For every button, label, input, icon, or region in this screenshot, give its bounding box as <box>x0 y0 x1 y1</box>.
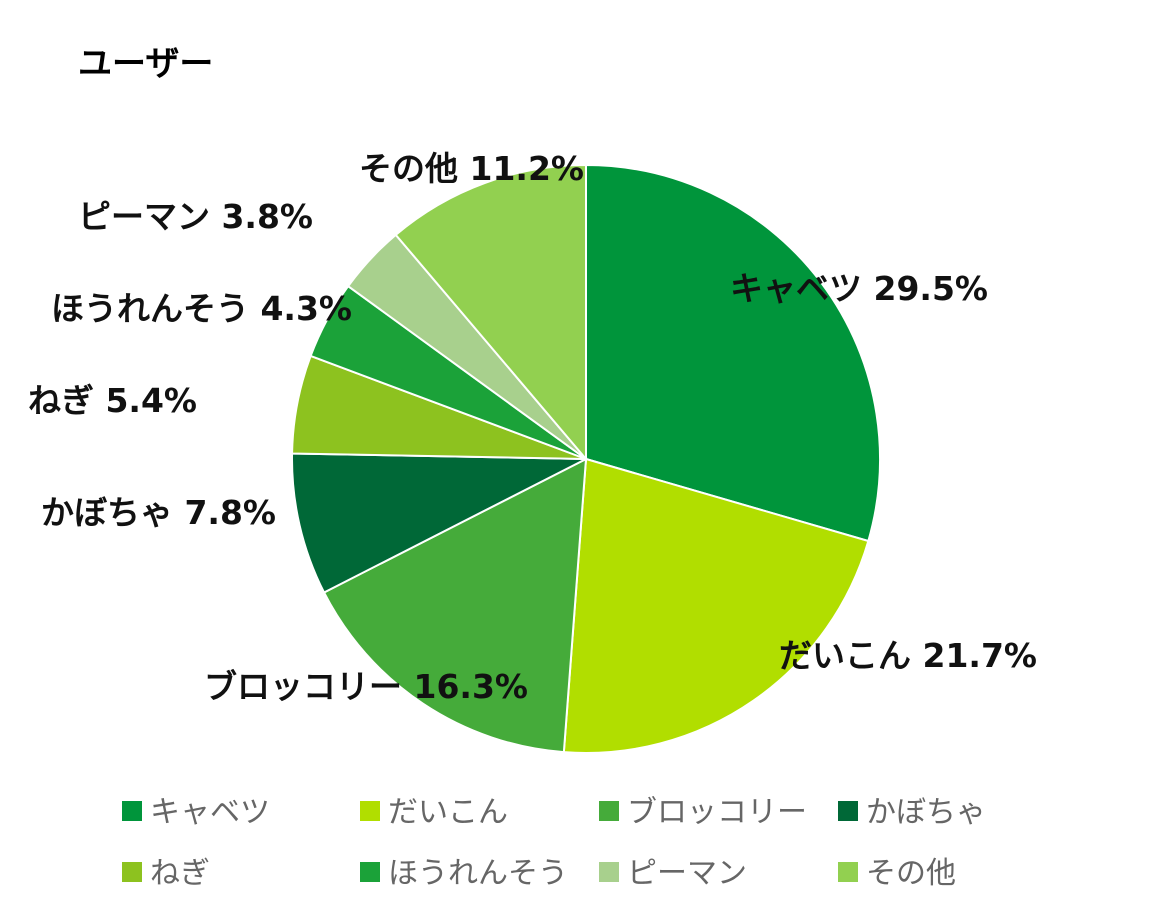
legend-swatch <box>360 862 380 882</box>
slice-data-label: だいこん 21.7% <box>779 636 1037 675</box>
slice-data-label: かぼちゃ 7.8% <box>41 493 276 532</box>
legend-swatch <box>122 862 142 882</box>
legend-label: ブロッコリー <box>627 795 807 830</box>
legend-swatch <box>122 801 142 821</box>
legend-label: キャベツ <box>150 795 270 830</box>
legend-item: だいこん <box>360 795 508 830</box>
legend-item: ピーマン <box>599 856 747 891</box>
legend-item: その他 <box>838 856 956 891</box>
legend-label: かぼちゃ <box>866 795 986 830</box>
pie-slice <box>322 457 588 754</box>
pie-slice <box>562 457 870 754</box>
legend-item: かぼちゃ <box>838 795 986 830</box>
legend-label: ピーマン <box>627 856 747 891</box>
legend-item: ほうれんそう <box>360 856 568 891</box>
pie-slice <box>585 163 882 543</box>
legend-swatch <box>599 801 619 821</box>
legend-swatch <box>360 801 380 821</box>
legend-label: ほうれんそう <box>388 856 568 891</box>
slice-data-label: ねぎ 5.4% <box>28 381 197 420</box>
legend-swatch <box>599 862 619 882</box>
legend-label: ねぎ <box>150 856 210 891</box>
legend-label: その他 <box>866 856 956 891</box>
legend-swatch <box>838 862 858 882</box>
legend-label: だいこん <box>388 795 508 830</box>
slice-data-label: キャベツ 29.5% <box>730 269 988 308</box>
legend-item: キャベツ <box>122 795 270 830</box>
slice-labels: キャベツ 29.5% だいこん 21.7% ブロッコリー 16.3% かぼちゃ 7.8… <box>28 149 1037 706</box>
legend-item: ブロッコリー <box>599 795 807 830</box>
legend-swatch <box>838 801 858 821</box>
slice-data-label: その他 11.2% <box>359 149 584 188</box>
legend-item: ねぎ <box>122 856 210 891</box>
chart-title: ユーザー <box>78 44 213 84</box>
pie-slice <box>291 452 587 594</box>
slice-data-label: ピーマン 3.8% <box>78 197 313 236</box>
pie-slice <box>394 163 587 462</box>
slice-data-label: ブロッコリー 16.3% <box>204 667 528 706</box>
pie-slices <box>291 163 882 754</box>
slice-data-label: ほうれんそう 4.3% <box>51 289 352 328</box>
